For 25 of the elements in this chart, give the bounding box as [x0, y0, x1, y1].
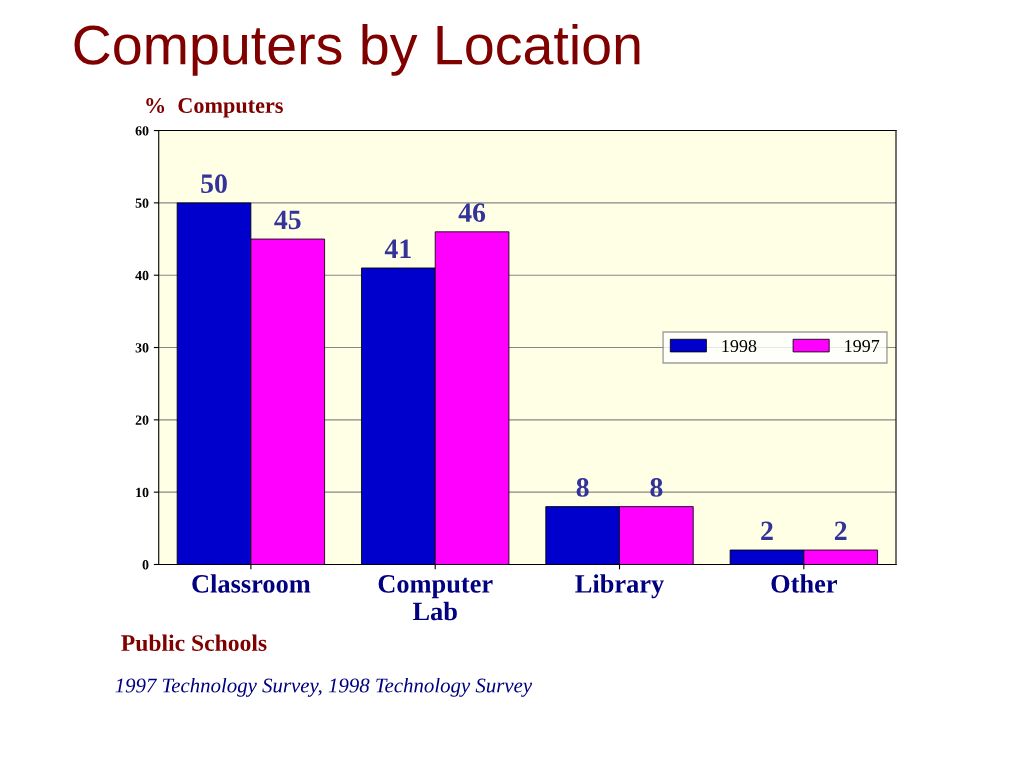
- y-tick-label: 10: [136, 487, 149, 498]
- data-label: 45: [274, 210, 301, 230]
- y-tick-label: 30: [135, 343, 149, 353]
- data-label: 2: [761, 521, 773, 540]
- y-tick-label: 60: [135, 126, 149, 136]
- data-label: 8: [576, 478, 589, 497]
- data-label: 50: [201, 174, 227, 194]
- data-label: 46: [458, 203, 486, 222]
- data-label: 41: [384, 239, 411, 258]
- data-label: 8: [650, 478, 663, 497]
- y-tick-label: 20: [135, 415, 149, 425]
- y-tick-label: 50: [135, 198, 149, 208]
- y-tick-label: 0: [142, 560, 149, 570]
- x-tick-label: Other: [771, 574, 837, 593]
- x-tick-label: Classroom: [192, 574, 311, 593]
- text: Public Schools: [121, 634, 267, 652]
- legend-label: 1997: [845, 339, 880, 353]
- y-tick-label: 40: [135, 270, 149, 281]
- data-label: 2: [834, 521, 847, 540]
- text: 1997 Technology Survey, 1998 Technology Survey: [115, 677, 533, 697]
- legend-label: 1998: [722, 339, 757, 353]
- x-tick-label: Library: [575, 574, 664, 599]
- x-tick-label: Computer Lab: [378, 575, 493, 621]
- y-axis-title: % Computers: [146, 98, 283, 118]
- chart-title: Computers by Location: [74, 24, 640, 76]
